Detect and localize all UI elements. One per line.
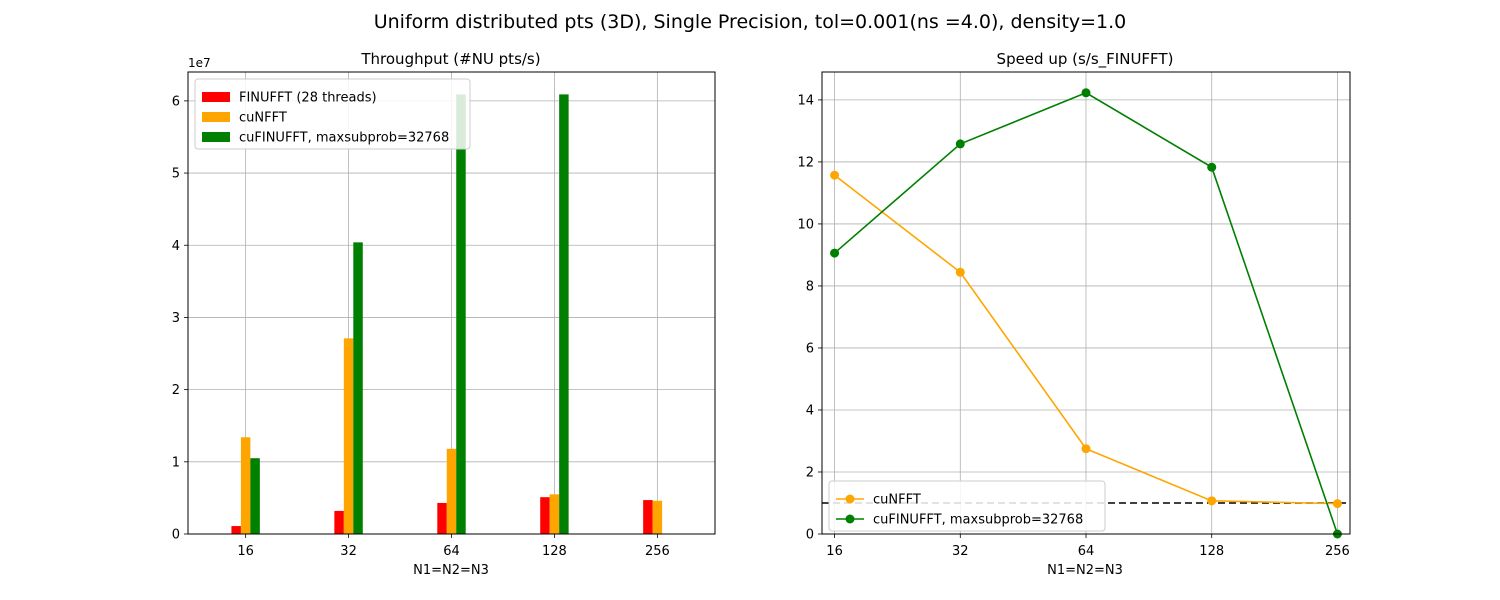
legend-label: cuNFFT	[873, 493, 921, 508]
speedup-chart-title: Speed up (s/s_FINUFFT)	[997, 50, 1174, 69]
data-point	[1332, 499, 1342, 509]
y-tick-label: 2	[172, 383, 180, 398]
data-point	[955, 139, 965, 149]
x-tick-label: 32	[952, 544, 969, 559]
legend-swatch	[202, 112, 230, 122]
legend-marker	[845, 514, 855, 524]
legend-label: FINUFFT (28 threads)	[239, 91, 377, 106]
bar	[231, 526, 241, 534]
bar	[240, 437, 251, 534]
y-tick-label: 12	[797, 155, 814, 170]
speedup-chart: Speed up (s/s_FINUFFT) N1=N2=N3 0 2 4 6 8 10 1…	[797, 50, 1351, 578]
legend-label: cuFINUFFT, maxsubprob=32768	[873, 513, 1083, 528]
x-tick-label: 16	[237, 544, 254, 559]
x-tick-label: 128	[1199, 544, 1224, 559]
bar	[437, 502, 447, 534]
x-tick-label: 256	[1325, 544, 1350, 559]
data-point	[955, 267, 965, 277]
bar	[643, 500, 653, 534]
legend-frame	[194, 78, 471, 150]
data-point	[830, 248, 840, 258]
y-tick-label: 6	[172, 94, 180, 109]
axes-frame	[821, 71, 1351, 535]
y-tick-label: 10	[797, 217, 814, 232]
bar	[353, 242, 363, 535]
data-point	[830, 170, 840, 180]
legend-frame	[828, 480, 1106, 532]
data-point	[1081, 444, 1091, 454]
y-tick-label: 5	[172, 167, 180, 182]
legend-label: cuNFFT	[239, 111, 287, 126]
x-tick-label: 32	[340, 544, 357, 559]
y-tick-label: 1	[172, 455, 180, 470]
bar	[250, 458, 260, 534]
figure-title: Uniform distributed pts (3D), Single Pre…	[374, 11, 1127, 33]
x-tick-label: 128	[542, 544, 567, 559]
data-point	[1081, 88, 1091, 98]
y-tick-label: 2	[806, 465, 814, 480]
legend-marker	[845, 494, 855, 504]
legend: cuNFFT cuFINUFFT, maxsubprob=32768	[828, 480, 1106, 532]
y-tick-label: 0	[806, 528, 814, 543]
x-tick-label: 64	[1078, 544, 1095, 559]
throughput-x-axis-label: N1=N2=N3	[413, 563, 489, 578]
x-tick-label: 64	[443, 544, 460, 559]
bar	[559, 94, 569, 535]
y-tick-label: 0	[172, 528, 180, 543]
speedup-x-axis-label: N1=N2=N3	[1047, 563, 1123, 578]
x-tick-label: 16	[826, 544, 843, 559]
y-tick-label: 8	[806, 279, 814, 294]
throughput-chart-title: Throughput (#NU pts/s)	[360, 50, 540, 68]
y-tick-label: 14	[797, 93, 814, 108]
data-point	[1207, 496, 1217, 506]
legend-swatch	[202, 92, 230, 102]
bar	[652, 500, 663, 534]
y-tick-label: 4	[172, 239, 180, 254]
throughput-y-offset-label: 1e7	[188, 56, 211, 70]
legend-swatch	[202, 132, 230, 142]
axes-frame	[187, 71, 716, 535]
legend-label: cuFINUFFT, maxsubprob=32768	[239, 131, 449, 146]
y-tick-label: 3	[172, 311, 180, 326]
bar	[456, 94, 466, 535]
y-tick-label: 4	[806, 403, 814, 418]
bar	[446, 448, 457, 534]
bar	[540, 497, 550, 534]
y-tick-label: 6	[806, 341, 814, 356]
legend: FINUFFT (28 threads) cuNFFT cuFINUFFT, max…	[194, 78, 471, 150]
x-tick-label: 256	[645, 544, 670, 559]
bar	[343, 338, 354, 534]
throughput-chart: Throughput (#NU pts/s) 1e7 N1=N2=N3 0 1 2 3…	[172, 50, 716, 578]
bar	[334, 510, 344, 534]
bar	[549, 494, 560, 534]
data-point	[1207, 162, 1217, 172]
